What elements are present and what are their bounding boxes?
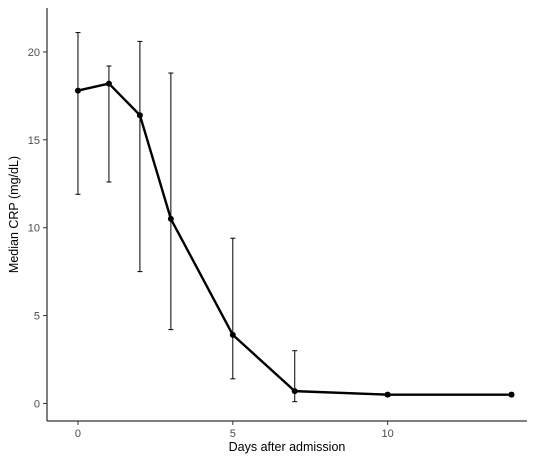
y-tick-label: 0 xyxy=(34,398,40,410)
axes xyxy=(46,8,527,422)
ticks: 0 5 10 0 5 10 15 20 xyxy=(28,47,394,440)
y-tick-label: 15 xyxy=(28,135,40,147)
error-bar xyxy=(168,72,174,331)
data-point xyxy=(508,391,515,398)
data-point xyxy=(136,112,143,119)
series-line xyxy=(77,82,512,396)
data-point xyxy=(167,215,174,222)
y-tick-label: 20 xyxy=(28,47,40,59)
x-axis-title: Days after admission xyxy=(229,440,346,454)
x-tick-label: 0 xyxy=(75,428,81,440)
data-point xyxy=(74,87,81,94)
data-point xyxy=(105,80,112,87)
series-lines xyxy=(77,82,512,396)
data-point xyxy=(384,391,391,398)
data-point xyxy=(291,388,298,395)
data-point xyxy=(229,331,236,338)
error-bar xyxy=(137,40,143,273)
error-bar xyxy=(230,237,236,380)
error-bar xyxy=(75,32,81,195)
x-tick-label: 5 xyxy=(230,428,236,440)
data-points xyxy=(74,80,515,398)
y-tick-label: 10 xyxy=(28,223,40,235)
y-tick-label: 5 xyxy=(34,311,40,323)
x-tick-label: 10 xyxy=(382,428,394,440)
y-axis-title: Median CRP (mg/dL) xyxy=(7,156,21,273)
error-bars xyxy=(75,32,515,403)
